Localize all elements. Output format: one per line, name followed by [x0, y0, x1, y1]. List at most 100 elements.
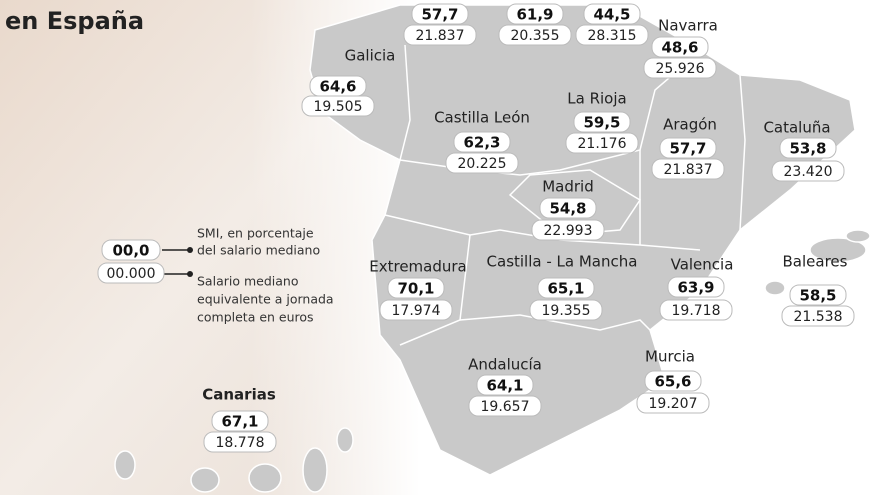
- median-salary-box: [445, 152, 519, 174]
- smi-percent-box: [659, 137, 717, 159]
- smi-percent-box: [537, 277, 595, 299]
- median-salary: 18.778: [216, 435, 265, 451]
- smi-percent: 65,6: [654, 373, 691, 391]
- median-salary: 21.176: [578, 136, 627, 152]
- median-salary: 20.355: [511, 28, 560, 44]
- median-salary: 23.420: [784, 164, 833, 180]
- border: [459, 314, 651, 331]
- smi-percent: 57,7: [669, 140, 706, 158]
- region-name: Navarra: [658, 17, 718, 35]
- smi-percent: 53,8: [789, 140, 826, 158]
- legend-percent-sample-box: [101, 239, 161, 261]
- region-name: Castilla - La Mancha: [487, 253, 638, 271]
- region-name: Aragón: [663, 116, 717, 134]
- median-salary: 20.225: [458, 156, 507, 172]
- region-name: Cataluña: [763, 119, 830, 137]
- legend-percent-sample: 00,0: [112, 242, 149, 260]
- median-salary: 22.993: [544, 223, 593, 239]
- region-name: Canarias: [202, 386, 276, 404]
- region-name: Castilla León: [434, 109, 530, 127]
- smi-percent-box: [779, 137, 837, 159]
- smi-percent: 65,1: [547, 280, 584, 298]
- median-salary: 21.837: [664, 162, 713, 178]
- border: [384, 214, 701, 251]
- smi-percent: 59,5: [583, 114, 620, 132]
- median-salary: 19.355: [542, 303, 591, 319]
- smi-percent: 67,1: [221, 413, 258, 431]
- median-salary-box: [529, 299, 603, 321]
- region-name: Baleares: [783, 253, 848, 271]
- median-salary: 19.718: [672, 303, 721, 319]
- median-salary-box: [565, 132, 639, 154]
- smi-percent: 57,7: [421, 6, 458, 24]
- legend: [162, 247, 193, 277]
- smi-percent: 64,1: [486, 377, 523, 395]
- median-salary: 19.207: [649, 396, 698, 412]
- median-salary: 25.926: [656, 61, 705, 77]
- region-name: Andalucía: [468, 356, 542, 374]
- smi-percent-box: [539, 197, 597, 219]
- legend-text: Salario mediano: [197, 274, 298, 289]
- region-name: Murcia: [645, 348, 695, 366]
- median-salary-box: [379, 299, 453, 321]
- region-name: Madrid: [542, 178, 594, 196]
- median-salary-box: [575, 24, 649, 46]
- legend-salary-sample: 00.000: [107, 266, 156, 282]
- title: en España: [5, 7, 144, 35]
- median-salary-box: [468, 395, 542, 417]
- smi-percent-box: [789, 284, 847, 306]
- smi-percent-box: [476, 374, 534, 396]
- legend-salary-sample-box: [97, 262, 165, 284]
- smi-percent: 70,1: [397, 280, 434, 298]
- legend-text: SMI, en porcentaje: [197, 226, 314, 241]
- median-salary-box: [531, 219, 605, 241]
- island: [190, 467, 220, 493]
- smi-percent-box: [644, 370, 702, 392]
- smi-percent: 44,5: [593, 6, 630, 24]
- region-name: La Rioja: [567, 90, 626, 108]
- smi-percent-box: [387, 277, 445, 299]
- median-salary: 17.974: [392, 303, 441, 319]
- island: [302, 447, 328, 493]
- median-salary: 19.505: [314, 99, 363, 115]
- mallorca: [809, 237, 867, 263]
- smi-percent: 63,9: [677, 279, 714, 297]
- median-salary-box: [659, 299, 733, 321]
- smi-percent-box: [453, 131, 511, 153]
- smi-percent: 61,9: [516, 6, 553, 24]
- smi-percent: 54,8: [549, 200, 586, 218]
- median-salary-box: [403, 24, 477, 46]
- median-salary: 19.657: [481, 399, 530, 415]
- smi-percent-box: [573, 111, 631, 133]
- smi-percent: 64,6: [319, 78, 356, 96]
- legend-text: equivalente a jornada: [197, 292, 334, 307]
- median-salary: 28.315: [588, 28, 637, 44]
- smi-percent-box: [411, 3, 469, 25]
- median-salary-box: [781, 305, 855, 327]
- smi-percent-box: [211, 410, 269, 432]
- median-salary-box: [651, 158, 725, 180]
- median-salary-box: [498, 24, 572, 46]
- legend-text: del salario mediano: [197, 243, 320, 258]
- smi-percent-box: [583, 3, 641, 25]
- median-salary-box: [636, 392, 710, 414]
- island: [336, 427, 354, 453]
- smi-percent-box: [667, 276, 725, 298]
- median-salary-box: [643, 57, 717, 79]
- smi-percent: 58,5: [799, 287, 836, 305]
- median-salary-box: [203, 431, 277, 453]
- smi-percent: 48,6: [661, 39, 698, 57]
- median-salary-box: [301, 95, 375, 117]
- border: [399, 44, 411, 161]
- menorca: [845, 229, 871, 243]
- region-name: Galicia: [345, 47, 396, 65]
- border: [739, 74, 746, 231]
- legend-text: completa en euros: [197, 310, 314, 325]
- ibiza: [764, 280, 786, 296]
- median-salary-box: [771, 160, 845, 182]
- smi-percent: 62,3: [463, 134, 500, 152]
- region-name: Valencia: [671, 256, 734, 274]
- smi-percent-box: [506, 3, 564, 25]
- smi-percent-box: [651, 36, 709, 58]
